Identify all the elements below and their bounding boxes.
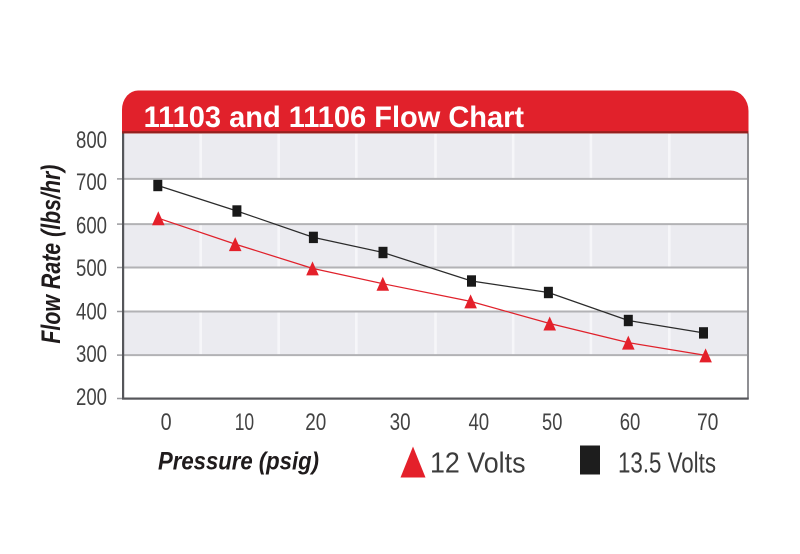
svg-text:700: 700 <box>76 169 107 196</box>
svg-text:Flow Rate (lbs/hr): Flow Rate (lbs/hr) <box>36 165 66 344</box>
svg-text:12 Volts: 12 Volts <box>430 447 526 479</box>
svg-text:11103 and 11106 Flow Chart: 11103 and 11106 Flow Chart <box>144 101 525 134</box>
svg-text:40: 40 <box>468 409 489 436</box>
svg-text:60: 60 <box>620 409 641 436</box>
svg-text:70: 70 <box>697 409 719 436</box>
svg-text:30: 30 <box>390 409 411 436</box>
svg-text:400: 400 <box>76 298 107 325</box>
svg-text:50: 50 <box>542 409 562 436</box>
svg-text:10: 10 <box>235 409 254 436</box>
svg-text:200: 200 <box>76 384 107 411</box>
svg-text:600: 600 <box>76 213 107 240</box>
svg-text:500: 500 <box>76 255 107 282</box>
svg-text:Pressure (psig): Pressure (psig) <box>158 447 319 475</box>
svg-text:300: 300 <box>76 341 107 368</box>
svg-text:800: 800 <box>76 127 107 154</box>
svg-text:0: 0 <box>161 409 172 436</box>
svg-text:20: 20 <box>305 409 326 436</box>
svg-text:13.5 Volts: 13.5 Volts <box>618 447 716 479</box>
